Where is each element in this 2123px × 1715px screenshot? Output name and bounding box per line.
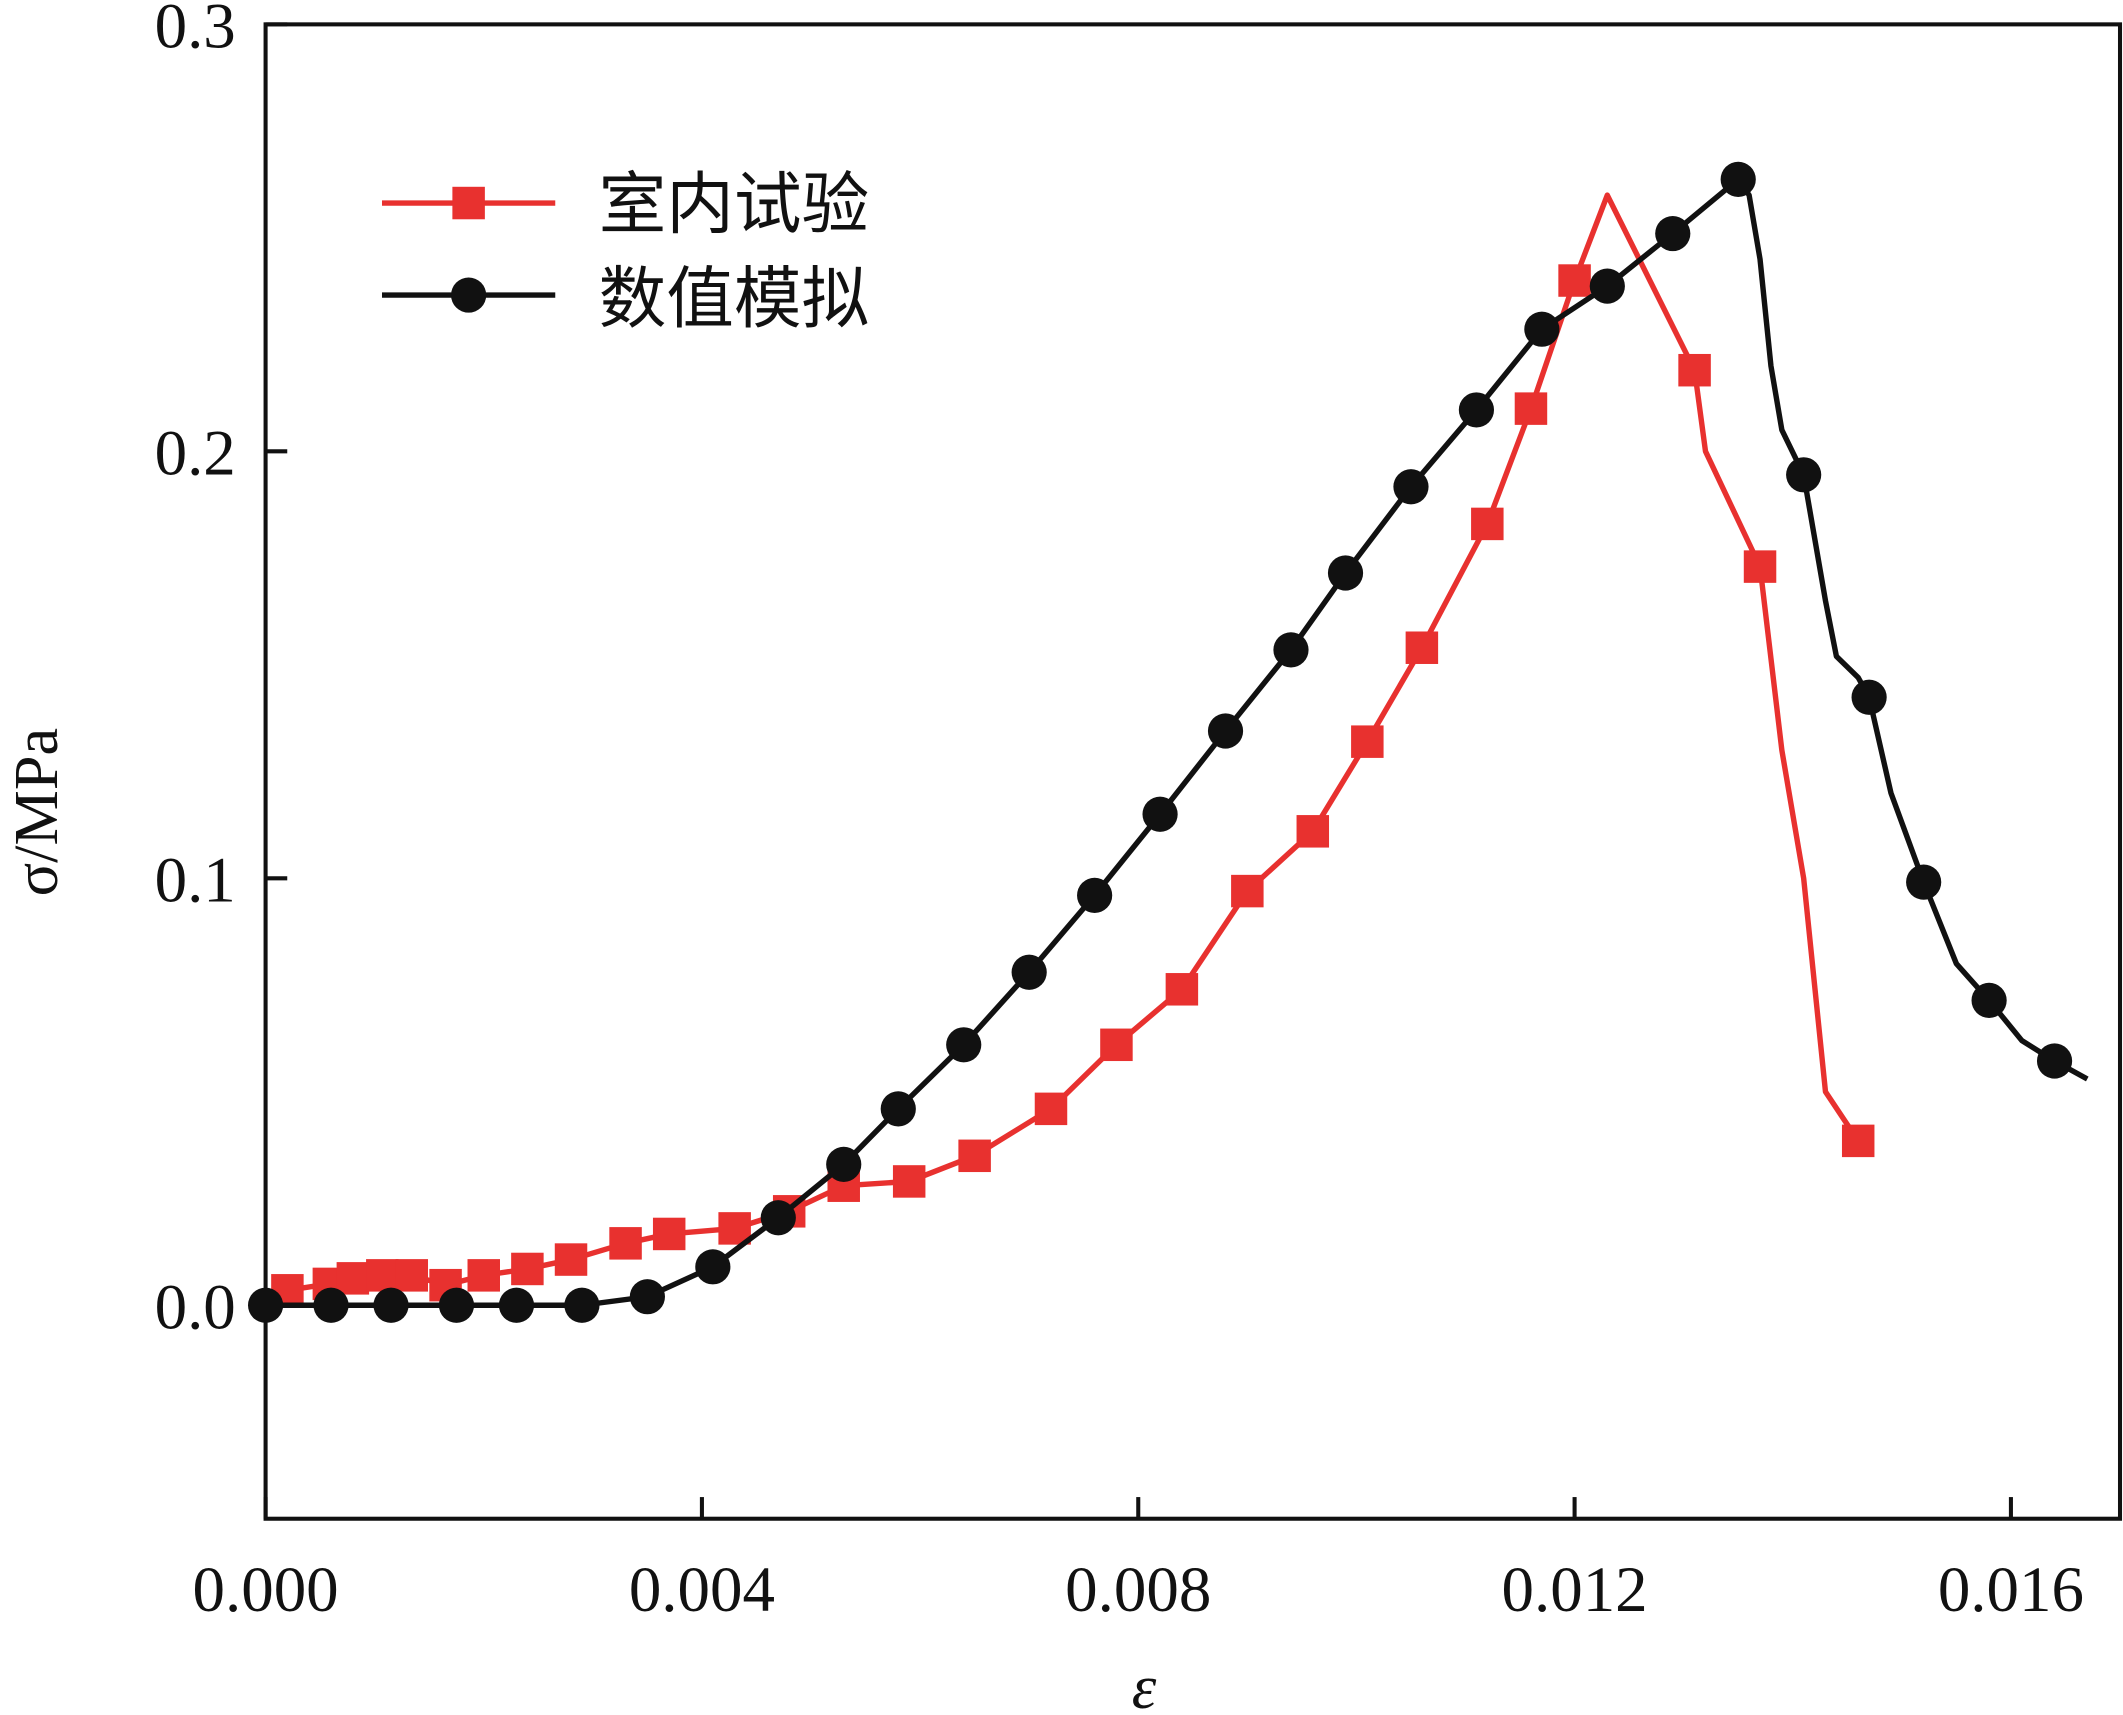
data-point-circle	[2036, 1043, 2073, 1079]
y-tick-label: 0.3	[155, 0, 236, 62]
data-point-square	[1034, 1092, 1068, 1126]
series-line	[265, 176, 2089, 1308]
legend-marker-square	[452, 186, 485, 220]
data-point-square	[1471, 507, 1504, 541]
data-point-circle	[1327, 555, 1364, 591]
x-axis-label: ε	[1132, 1654, 1157, 1715]
data-point-square	[395, 1259, 429, 1292]
data-point-circle	[1458, 392, 1495, 428]
data-point-circle	[1971, 982, 2007, 1018]
legend: 室内试验 数值模拟	[381, 167, 870, 337]
data-point-circle	[826, 1146, 862, 1182]
data-point-square	[511, 1252, 544, 1286]
data-point-circle	[1011, 954, 1047, 990]
data-point-circle	[1207, 713, 1244, 749]
series-0	[264, 192, 1875, 1307]
data-point-square	[366, 1259, 399, 1292]
y-tick-label: 0.2	[155, 417, 236, 489]
data-point-circle	[1273, 632, 1309, 668]
legend-label-simulation: 数值模拟	[599, 262, 870, 337]
data-point-circle	[313, 1287, 349, 1323]
data-point-circle	[1906, 864, 1942, 900]
data-point-square	[336, 1262, 370, 1295]
y-tick-label: 0.1	[155, 844, 236, 916]
legend-label-lab-test: 室内试验	[599, 167, 870, 242]
data-point-square	[1231, 874, 1264, 908]
y-axis-label: σ/MPa	[3, 728, 71, 896]
data-point-square	[1678, 353, 1711, 387]
data-point-circle	[1589, 268, 1625, 304]
data-point-square	[1165, 973, 1199, 1006]
plot-frame	[263, 22, 2123, 1521]
data-point-square	[1514, 392, 1548, 425]
data-point-square	[1100, 1028, 1133, 1062]
data-point-circle	[1786, 457, 1822, 493]
data-point-circle	[629, 1279, 665, 1315]
x-tick-label: 0.000	[192, 1554, 338, 1626]
data-point-circle	[946, 1027, 982, 1063]
data-point-square	[609, 1227, 642, 1260]
data-point-square	[1405, 631, 1439, 664]
x-tick-label: 0.004	[629, 1554, 775, 1626]
data-point-square	[1351, 725, 1384, 758]
data-point-circle	[1077, 877, 1113, 913]
x-tick-label: 0.016	[1938, 1554, 2084, 1626]
data-point-circle	[1655, 215, 1691, 252]
x-tick-label: 0.012	[1501, 1554, 1647, 1626]
x-tick-label: 0.008	[1065, 1554, 1211, 1626]
data-point-circle	[373, 1287, 409, 1323]
data-point-circle	[247, 1287, 284, 1323]
data-point-circle	[760, 1200, 796, 1236]
series-1	[247, 161, 2089, 1323]
data-point-circle	[1524, 311, 1560, 347]
data-point-square	[1743, 550, 1777, 583]
data-point-circle	[438, 1287, 475, 1323]
series-line	[264, 192, 1861, 1304]
data-point-circle	[1851, 679, 1887, 715]
data-point-square	[1558, 264, 1591, 297]
data-point-circle	[1142, 796, 1178, 832]
data-point-square	[467, 1259, 500, 1292]
data-point-circle	[498, 1287, 535, 1323]
data-point-square	[958, 1139, 991, 1173]
data-point-square	[1296, 815, 1330, 848]
data-point-circle	[695, 1249, 731, 1285]
data-point-square	[554, 1243, 588, 1276]
data-point-square	[1841, 1124, 1875, 1158]
data-point-circle	[564, 1287, 600, 1323]
legend-marker-circle	[451, 277, 487, 313]
y-tick-label: 0.0	[155, 1271, 236, 1343]
data-point-circle	[1720, 161, 1756, 197]
data-point-circle	[1393, 469, 1429, 505]
data-point-square	[892, 1165, 926, 1198]
data-point-square	[652, 1217, 686, 1251]
data-point-circle	[880, 1091, 916, 1127]
